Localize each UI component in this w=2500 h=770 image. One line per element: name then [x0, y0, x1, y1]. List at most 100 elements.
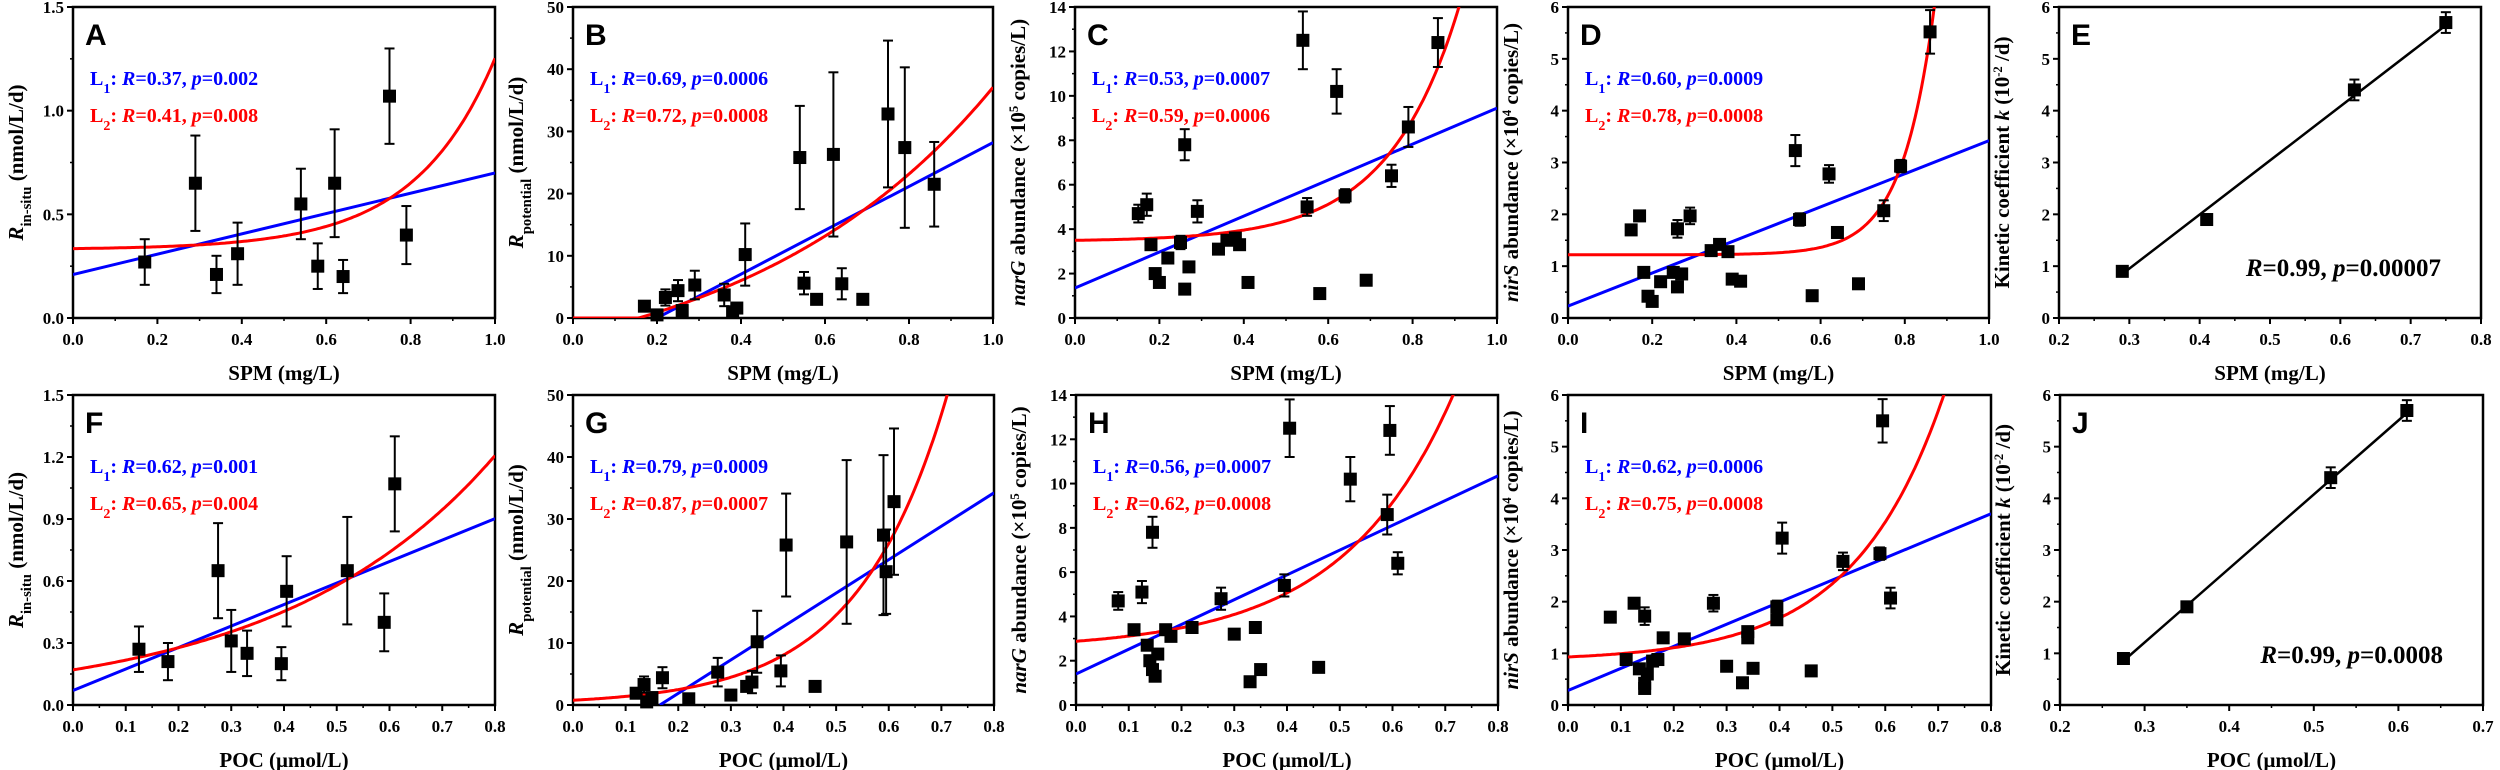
- p-value: 0.0008: [2374, 642, 2443, 669]
- equals: =: [202, 105, 213, 127]
- p-value: 0.0006: [1708, 456, 1763, 478]
- p-symbol: p: [190, 68, 202, 90]
- point-marker: [211, 564, 225, 578]
- point-marker: [793, 151, 807, 165]
- r-value: 0.79: [647, 456, 682, 478]
- data-point: [1431, 17, 1445, 68]
- data-point: [1380, 493, 1394, 536]
- data-point: [1651, 653, 1665, 667]
- point-marker: [1706, 596, 1720, 610]
- y-tick-label: 3: [1551, 154, 1560, 173]
- point-marker: [717, 288, 731, 302]
- y-tick-label: 40: [547, 60, 564, 79]
- point-marker: [1830, 225, 1844, 239]
- label-segment: k: [1990, 110, 2014, 121]
- x-tick-label: 0.6: [316, 330, 337, 349]
- r-value: 0.53: [1149, 68, 1184, 90]
- point-marker: [1182, 260, 1196, 274]
- r-value: 0.78: [1642, 105, 1677, 127]
- data-point: [1145, 515, 1159, 549]
- x-tick-label: 0.2: [1171, 717, 1192, 736]
- data-point: [1638, 606, 1652, 626]
- panel-h: 0.0 0.1 0.2 0.3 0.4 0.5 0.6 0.7 0.802468101214PO…: [1007, 386, 1509, 770]
- point-marker: [738, 248, 752, 262]
- equals: =: [1630, 105, 1641, 127]
- data-point: [793, 104, 807, 211]
- data-point: [2347, 78, 2361, 102]
- point-marker: [826, 147, 840, 161]
- data-point: [1923, 9, 1937, 55]
- point-marker: [1793, 213, 1807, 227]
- y-tick-label: 50: [547, 386, 564, 405]
- label-segment: (10: [1991, 464, 2015, 497]
- x-tick-label: 0.4: [1276, 717, 1298, 736]
- fit-index: 2: [103, 507, 110, 522]
- fit-name: L: [1585, 105, 1598, 127]
- data-point: [688, 269, 702, 301]
- point-marker: [1135, 585, 1149, 599]
- point-marker: [835, 277, 849, 291]
- x-axis-title: POC (μmol/L): [1715, 748, 1844, 770]
- data-point: [724, 688, 738, 702]
- r-value: 0.65: [147, 493, 182, 515]
- r-symbol: R: [621, 68, 635, 90]
- x-tick-label: 0.1: [1118, 717, 1139, 736]
- point-marker: [750, 635, 764, 649]
- x-tick-label: 0.2: [1149, 330, 1170, 349]
- data-point: [810, 292, 824, 306]
- x-tick-label: 0.6: [379, 717, 400, 736]
- fit-name: L: [90, 68, 103, 90]
- fit-index: 2: [603, 507, 610, 522]
- equals: =: [2263, 255, 2277, 282]
- equals: =: [1205, 493, 1216, 515]
- data-point: [1140, 192, 1154, 217]
- label-segment: POC (μmol/L): [2207, 748, 2336, 770]
- x-tick-label: 0.5: [2303, 717, 2324, 736]
- data-point: [1746, 661, 1760, 675]
- y-tick-label: 20: [547, 185, 564, 204]
- y-tick-label: 2: [1551, 593, 1560, 612]
- point-marker: [658, 290, 672, 304]
- fit-index: 2: [1598, 507, 1605, 522]
- data-point: [1793, 212, 1807, 227]
- data-point: [231, 221, 245, 286]
- comma: ,: [682, 68, 692, 90]
- point-marker: [2200, 213, 2214, 227]
- x-tick-label: 0.4: [1726, 330, 1748, 349]
- y-tick-label: 1: [1551, 257, 1560, 276]
- point-marker: [1638, 681, 1652, 695]
- data-point: [1391, 551, 1405, 576]
- point-marker: [377, 615, 391, 629]
- data-points: [637, 39, 941, 322]
- y-tick-label: 3: [2043, 541, 2052, 560]
- label-segment: R: [504, 622, 528, 637]
- point-marker: [1338, 189, 1352, 203]
- point-marker: [1670, 222, 1684, 236]
- data-point: [637, 675, 651, 694]
- fit-line-l1: [659, 491, 994, 705]
- data-point: [1633, 209, 1647, 223]
- label-segment: SPM (mg/L): [1230, 361, 1341, 385]
- p-symbol: p: [1193, 456, 1205, 478]
- label-segment: (nmol/L/d): [4, 84, 28, 186]
- x-axis-title: POC (μmol/L): [2207, 748, 2336, 770]
- y-tick-label: 0.6: [43, 572, 64, 591]
- data-point: [1151, 647, 1165, 661]
- x-tick-label: 0.5: [826, 717, 847, 736]
- y-tick-label: 4: [1059, 607, 1068, 626]
- label-segment: SPM (mg/L): [2214, 361, 2325, 385]
- x-tick-label: 0.8: [1980, 717, 2001, 736]
- r-symbol: R: [2245, 255, 2263, 282]
- x-tick-label: 0.6: [814, 330, 835, 349]
- point-marker: [2115, 264, 2129, 278]
- label-segment: in-situ: [19, 187, 35, 227]
- comma: ,: [682, 493, 692, 515]
- point-marker: [231, 247, 245, 261]
- p-symbol: p: [190, 493, 202, 515]
- x-tick-label: 0.2: [168, 717, 189, 736]
- colon: :: [610, 493, 622, 515]
- x-tick-label: 0.1: [615, 717, 636, 736]
- fit-index: 1: [1598, 470, 1605, 485]
- fit-lines: [73, 57, 495, 276]
